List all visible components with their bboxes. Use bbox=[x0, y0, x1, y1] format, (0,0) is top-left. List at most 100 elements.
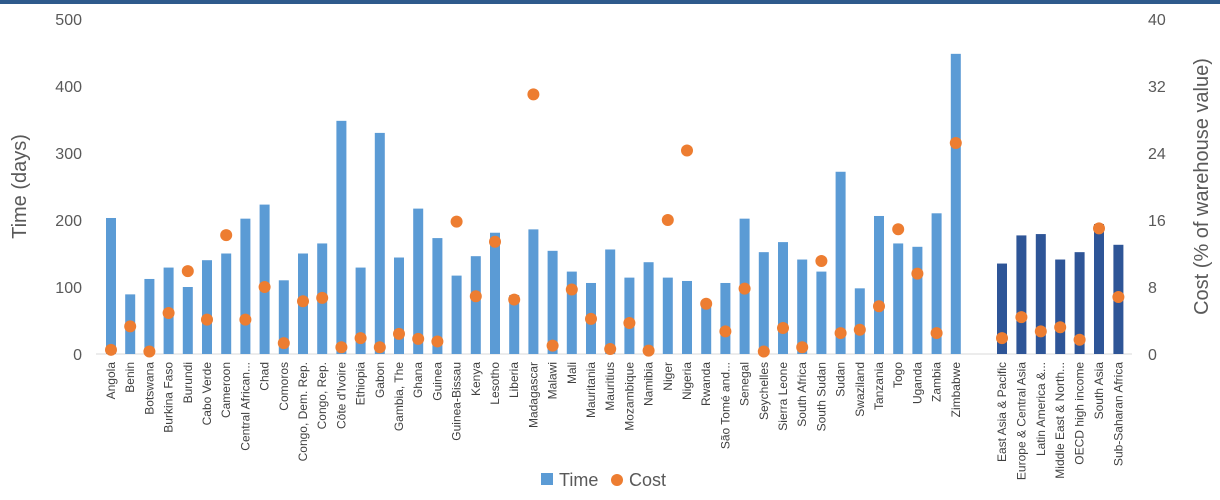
time-bar bbox=[240, 218, 251, 354]
category-label: Guinea-Bissau bbox=[450, 362, 464, 441]
time-bar bbox=[144, 278, 155, 354]
time-bar bbox=[1035, 234, 1046, 354]
legend-time-swatch bbox=[541, 473, 553, 485]
y-left-tick-label: 500 bbox=[55, 12, 82, 29]
time-bar bbox=[259, 204, 270, 354]
category-label: Togo bbox=[891, 362, 905, 388]
category-label: Seychelles bbox=[757, 362, 771, 420]
cost-marker bbox=[335, 341, 348, 354]
time-bar bbox=[528, 229, 539, 354]
category-label: Rwanda bbox=[699, 362, 713, 406]
category-label: Senegal bbox=[738, 362, 752, 406]
time-bar bbox=[566, 271, 577, 354]
time-bar bbox=[182, 287, 193, 354]
cost-marker bbox=[1054, 321, 1067, 334]
time-bar bbox=[874, 215, 884, 354]
time-bar bbox=[1016, 235, 1027, 354]
y-left-tick-label: 400 bbox=[55, 79, 82, 96]
category-label: Gabon bbox=[373, 362, 387, 398]
time-bar bbox=[624, 277, 635, 354]
cost-marker bbox=[297, 295, 309, 308]
cost-marker bbox=[373, 341, 386, 354]
cost-marker bbox=[796, 341, 809, 354]
category-label: Zimbabwe bbox=[949, 362, 963, 418]
cost-marker bbox=[681, 144, 693, 157]
category-label: Ghana bbox=[411, 362, 425, 398]
category-label: Gambia, The bbox=[392, 362, 406, 431]
category-label: South Africa bbox=[795, 362, 809, 427]
category-label: Uganda bbox=[910, 362, 924, 404]
y-left-tick-label: 0 bbox=[73, 347, 82, 364]
category-label: Burkina Faso bbox=[162, 362, 176, 433]
category-label: Chad bbox=[258, 362, 272, 391]
category-label: Mauritania bbox=[584, 362, 598, 418]
cost-marker bbox=[661, 214, 674, 226]
time-bar bbox=[278, 280, 289, 354]
category-label: Liberia bbox=[507, 362, 521, 398]
time-bar bbox=[662, 277, 673, 354]
cost-marker bbox=[489, 235, 501, 248]
time-bar bbox=[470, 256, 481, 354]
cost-marker bbox=[853, 323, 866, 336]
y-left-axis-title: Time (days) bbox=[9, 134, 31, 239]
category-label: Sudan bbox=[834, 362, 848, 397]
time-bar bbox=[490, 232, 500, 354]
cost-marker bbox=[316, 291, 329, 304]
category-label: OECD high income bbox=[1073, 362, 1087, 465]
cost-marker bbox=[431, 335, 444, 348]
y-right-axis-title: Cost (% of warehouse value) bbox=[1191, 58, 1213, 315]
category-label: Congo, Rep. bbox=[315, 362, 329, 429]
time-bar bbox=[701, 304, 712, 354]
cost-marker bbox=[604, 342, 617, 355]
time-bar bbox=[106, 217, 116, 354]
cost-marker bbox=[469, 290, 482, 303]
time-bar bbox=[797, 259, 808, 354]
y-left-tick-label: 100 bbox=[55, 280, 82, 297]
category-label: Central African... bbox=[238, 362, 252, 451]
time-bar bbox=[931, 213, 942, 354]
cost-marker bbox=[277, 337, 290, 350]
time-bar bbox=[547, 250, 558, 354]
top-border bbox=[0, 0, 1220, 4]
category-label: Cameroon bbox=[219, 362, 233, 418]
time-bar bbox=[221, 253, 232, 354]
time-bar bbox=[997, 263, 1007, 354]
time-bar bbox=[758, 252, 769, 354]
y-right-tick-label: 32 bbox=[1148, 79, 1166, 96]
category-label: Mauritius bbox=[603, 362, 617, 411]
y-right-tick-label: 24 bbox=[1148, 146, 1166, 163]
time-bar bbox=[854, 288, 865, 354]
category-label: South Sudan bbox=[814, 362, 828, 431]
cost-marker bbox=[508, 293, 521, 306]
cost-marker bbox=[105, 343, 117, 356]
cost-marker bbox=[201, 313, 213, 326]
category-label: Guinea bbox=[430, 362, 444, 401]
cost-marker bbox=[143, 345, 156, 358]
category-label: Congo, Dem. Rep. bbox=[296, 362, 310, 461]
y-right-tick-label: 16 bbox=[1148, 213, 1166, 230]
time-bar bbox=[682, 280, 692, 354]
category-label: Nigeria bbox=[680, 362, 694, 400]
cost-marker bbox=[162, 306, 175, 319]
legend-cost-marker bbox=[611, 474, 623, 486]
time-bar bbox=[835, 171, 846, 354]
category-label: Europe & Central Asia bbox=[1014, 362, 1028, 480]
time-bar bbox=[605, 249, 616, 354]
cost-marker bbox=[1093, 222, 1105, 235]
category-label: Swaziland bbox=[853, 362, 867, 417]
time-bar bbox=[950, 53, 961, 355]
time-bar bbox=[816, 271, 827, 354]
y-right-tick-label: 8 bbox=[1148, 280, 1157, 297]
cost-marker bbox=[700, 297, 713, 310]
category-label: South Asia bbox=[1092, 362, 1106, 420]
cost-marker bbox=[777, 322, 789, 335]
category-label: Botswana bbox=[142, 362, 156, 415]
cost-marker bbox=[258, 281, 271, 293]
cost-marker bbox=[834, 327, 847, 340]
cost-marker bbox=[450, 215, 463, 228]
cost-marker bbox=[527, 88, 540, 101]
time-bar bbox=[336, 120, 347, 354]
cost-marker bbox=[181, 265, 194, 278]
category-label: Côte d'Ivoire bbox=[334, 362, 348, 429]
category-label: Ethiopia bbox=[354, 362, 368, 406]
